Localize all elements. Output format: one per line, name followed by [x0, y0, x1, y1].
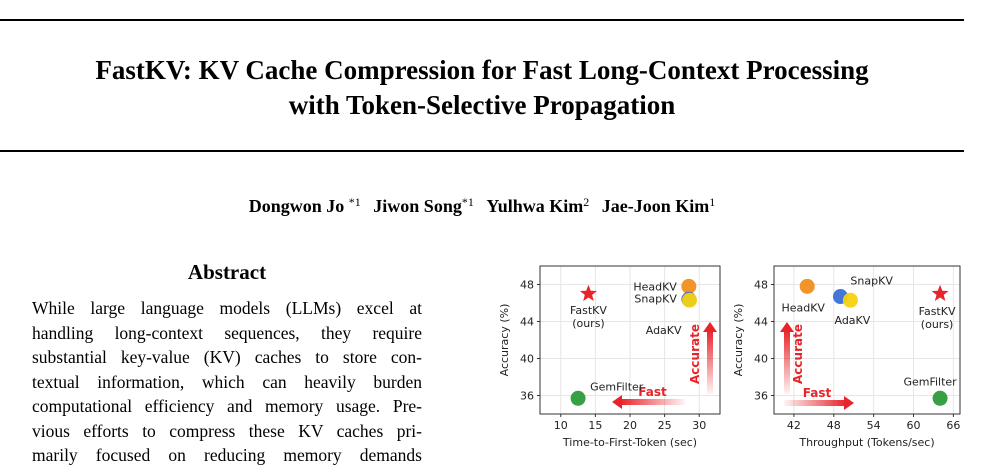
x-tick-label: 10: [554, 419, 568, 432]
author-1: Dongwon Jo *1: [248, 195, 361, 216]
data-point: [681, 278, 697, 294]
data-point-label: (ours): [921, 318, 954, 331]
accurate-annotation: Accurate: [791, 324, 805, 384]
accurate-arrow: [784, 330, 790, 394]
fast-arrow-head: [844, 396, 854, 410]
fast-annotation: Fast: [803, 386, 832, 400]
y-tick-label: 48: [520, 279, 534, 292]
top-rule: [0, 19, 964, 21]
accurate-arrow-head: [703, 322, 717, 332]
data-point: [842, 292, 858, 308]
abstract-line: vious efforts to compress these KV cache…: [32, 420, 422, 441]
author-3: Yulhwa Kim2: [486, 195, 590, 216]
data-point: [570, 390, 586, 406]
x-tick-label: 20: [623, 419, 637, 432]
throughput-scatter-plot: 42 48 54 60 66 36 40 44 48 Throughput (Tokens/sec…: [732, 265, 961, 449]
x-tick-label: 25: [658, 419, 672, 432]
data-point-label: HeadKV: [781, 301, 825, 314]
x-tick-label: 42: [787, 419, 801, 432]
abstract-line: computational efficiency and memory usag…: [32, 396, 422, 416]
y-axis-label: Accuracy (%): [498, 304, 511, 377]
data-point-star: [931, 284, 949, 301]
y-tick-label: 44: [520, 316, 534, 329]
y-tick-label: 44: [754, 316, 768, 329]
accurate-arrow-head: [780, 322, 794, 332]
data-point-label: HeadKV: [633, 280, 677, 293]
abstract-body: While large language models (LLMs) excel…: [32, 296, 422, 468]
data-point: [799, 278, 815, 294]
data-point-label: (ours): [572, 317, 605, 330]
plot-frame: [773, 265, 961, 415]
abstract-line: marily focused on reducing memory demand…: [32, 445, 422, 465]
accurate-arrow: [707, 330, 713, 394]
paper-title-line-1: FastKV: KV Cache Compression for Fast Lo…: [95, 55, 869, 85]
data-point-label: AdaKV: [646, 324, 682, 337]
abstract-line: substantial key-value (KV) caches to sto…: [32, 347, 422, 367]
x-axis-label: Throughput (Tokens/sec): [798, 436, 934, 449]
data-point: [932, 390, 948, 406]
data-point-label: SnapKV: [634, 292, 677, 305]
y-tick-label: 36: [520, 390, 534, 403]
y-tick-label: 40: [754, 353, 768, 366]
author-list: Dongwon Jo *1 Jiwon Song*1 Yulhwa Kim2 J…: [0, 195, 964, 217]
data-point-label: FastKV: [570, 304, 607, 317]
abstract-line: handling long-context sequences, they re…: [32, 322, 422, 343]
data-point-label: GemFilter: [903, 375, 957, 388]
bottom-rule: [0, 150, 964, 152]
accurate-annotation: Accurate: [688, 324, 702, 384]
x-tick-label: 66: [946, 419, 960, 432]
y-tick-label: 48: [754, 279, 768, 292]
paper-title-line-2: with Token-Selective Propagation: [288, 90, 676, 120]
x-tick-label: 48: [827, 419, 841, 432]
x-axis-label: Time-to-First-Token (sec): [562, 436, 697, 449]
y-tick-label: 36: [754, 390, 768, 403]
x-tick-label: 60: [907, 419, 921, 432]
x-tick-label: 54: [867, 419, 881, 432]
comparison-figure: 10 15 20 25 30 36 40 44 48 Time-to-First-Token (s…: [498, 265, 961, 449]
data-point-label: GemFilter: [590, 380, 644, 393]
y-axis-label: Accuracy (%): [732, 304, 745, 377]
author-2: Jiwon Song*1: [373, 195, 474, 216]
y-tick-label: 40: [520, 353, 534, 366]
fast-annotation: Fast: [638, 385, 667, 399]
x-tick-label: 30: [692, 419, 706, 432]
abstract-heading: Abstract: [187, 260, 267, 284]
data-point-star: [579, 284, 597, 301]
data-point-label: SnapKV: [850, 275, 893, 288]
ttft-scatter-plot: 10 15 20 25 30 36 40 44 48 Time-to-First-Token (s…: [498, 265, 721, 449]
fast-arrow: [620, 399, 685, 405]
x-tick-label: 15: [588, 419, 602, 432]
author-4: Jae-Joon Kim1: [601, 195, 716, 216]
fast-arrow: [784, 400, 846, 406]
data-point-label: AdaKV: [834, 314, 870, 327]
abstract-line: textual information, which can heavily b…: [32, 371, 422, 392]
data-point: [682, 292, 698, 308]
data-point-label: FastKV: [919, 305, 956, 318]
fast-arrow-head: [612, 395, 622, 409]
abstract-line: While large language models (LLMs) excel…: [32, 298, 422, 318]
